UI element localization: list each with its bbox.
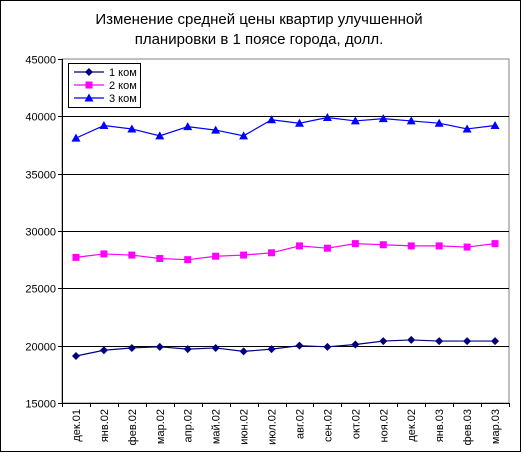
series-3-point [434, 118, 444, 127]
series-3-point [378, 114, 388, 123]
x-tick-label: мар.02 [155, 409, 167, 444]
series-2-point [491, 240, 499, 248]
series-2-point [379, 241, 387, 249]
series-2-point [184, 256, 192, 264]
series-2-point [212, 252, 220, 260]
series-1-point [239, 347, 248, 356]
series-1-point [351, 340, 360, 349]
y-tick-label: 30000 [25, 227, 56, 239]
series-3-point [71, 133, 81, 142]
y-tick-label: 35000 [25, 170, 56, 182]
series-1-point [99, 346, 108, 355]
x-tick-label: авг.02 [294, 409, 306, 439]
series-2-point [295, 242, 303, 250]
series-line-2 [75, 243, 496, 261]
series-1-point [435, 337, 444, 346]
series-1-point [155, 342, 164, 351]
x-tick-label: мар.03 [490, 409, 502, 444]
legend-marker-3 [84, 93, 94, 102]
y-tick-label: 40000 [25, 112, 56, 124]
series-3-point [183, 122, 193, 131]
x-tick-label: сен.02 [322, 409, 334, 442]
series-3-point [294, 118, 304, 127]
series-2-point [463, 243, 471, 251]
legend-label-1: 1 ком [109, 67, 137, 79]
legend-label-2: 2 ком [109, 80, 137, 92]
series-1-point [491, 337, 500, 346]
series-3-point [127, 124, 137, 133]
x-tick-label: июл.02 [267, 409, 279, 445]
series-2-point [435, 242, 443, 250]
series-1-point [183, 345, 192, 354]
legend-marker-2 [85, 81, 93, 89]
y-tick-label: 20000 [25, 342, 56, 354]
series-3-point [490, 121, 500, 130]
series-2-point [268, 249, 276, 257]
series-3-point [211, 125, 221, 134]
chart-title-line-2: планировки в 1 поясе города, долл. [135, 31, 384, 48]
x-tick-label: дек.02 [406, 409, 418, 442]
series-2-point [240, 251, 248, 259]
series-2-point [72, 253, 80, 261]
series-1-point [211, 343, 220, 352]
series-3-point [350, 116, 360, 125]
series-2-point [407, 242, 415, 250]
series-1-point [407, 335, 416, 344]
legend-box [68, 63, 141, 108]
chart-title-line-1: Изменение средней цены квартир улучшенно… [95, 11, 422, 28]
series-1-point [463, 337, 472, 346]
series-line-1 [75, 339, 496, 357]
x-tick-label: окт.02 [350, 409, 362, 439]
series-1-point [267, 345, 276, 354]
legend-marker-1 [85, 68, 93, 76]
series-3-point [322, 112, 332, 121]
x-tick-label: ноя.02 [378, 409, 390, 442]
x-tick-label: фев.02 [127, 409, 139, 445]
series-1-point [323, 342, 332, 351]
series-3-point [99, 121, 109, 130]
y-tick-label: 45000 [25, 55, 56, 67]
x-tick-label: июн.02 [239, 409, 251, 445]
series-1-point [379, 337, 388, 346]
x-tick-label: фев.03 [462, 409, 474, 445]
series-2-point [156, 255, 164, 263]
series-3-point [462, 124, 472, 133]
x-tick-label: апр.02 [183, 409, 195, 442]
series-2-point [100, 250, 108, 258]
y-tick-label: 15000 [25, 399, 56, 411]
series-line-3 [75, 116, 496, 139]
x-tick-label: янв.03 [434, 409, 446, 442]
series-3-point [406, 116, 416, 125]
series-1-point [71, 351, 80, 360]
y-tick-label: 25000 [25, 284, 56, 296]
legend-label-3: 3 ком [109, 93, 137, 105]
series-1-point [295, 341, 304, 350]
series-2-point [323, 244, 331, 252]
x-tick-label: май.02 [211, 409, 223, 444]
series-3-point [267, 115, 277, 124]
series-3-point [239, 131, 249, 140]
x-tick-label: дек.01 [71, 409, 83, 442]
x-tick-label: янв.02 [99, 409, 111, 442]
series-2-point [351, 240, 359, 248]
series-1-point [127, 343, 136, 352]
series-3-point [155, 131, 165, 140]
series-2-point [128, 251, 136, 259]
